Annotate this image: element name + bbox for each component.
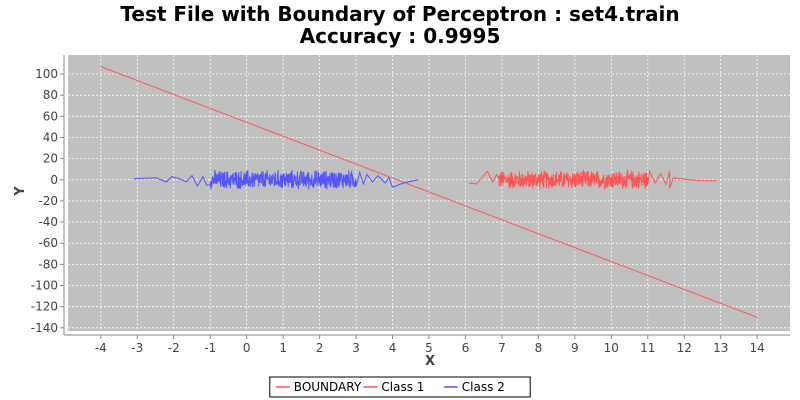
x-tick-label: 0 [243,341,251,355]
y-tick-label: -140 [31,321,58,335]
x-tick-label: 10 [604,341,619,355]
x-tick-label: 3 [352,341,360,355]
x-tick-label: 2 [316,341,324,355]
x-tick-label: 13 [713,341,728,355]
y-axis-label: Y [13,186,28,197]
y-tick-label: -40 [38,215,58,229]
x-tick-label: 9 [571,341,579,355]
x-tick-label: -4 [95,341,107,355]
y-tick-label: -100 [31,279,58,293]
y-tick-label: -20 [38,194,58,208]
legend-item-label: BOUNDARY [294,380,362,394]
y-tick-label: 40 [43,130,58,144]
x-tick-label: 6 [462,341,470,355]
y-tick-label: -60 [38,236,58,250]
legend-box [269,376,531,398]
legend-item-label: Class 1 [381,380,424,394]
y-tick-label: 0 [50,173,58,187]
x-tick-label: 5 [425,341,433,355]
y-axis-ticks: 100 80 60 40 20 0 -20 -40 -60 -80 -100 -120 -140 [31,67,64,335]
x-tick-label: 7 [498,341,506,355]
y-tick-label: 100 [35,67,58,81]
x-tick-label: 14 [750,341,765,355]
chart-title: Test File with Boundary of Perceptron : … [120,2,679,26]
x-tick-label: 8 [535,341,543,355]
y-tick-label: 20 [43,152,58,166]
axes [63,55,790,336]
legend-item-label: Class 2 [462,380,505,394]
y-tick-label: -80 [38,257,58,271]
x-tick-label: 4 [389,341,397,355]
y-tick-label: 80 [43,88,58,102]
y-tick-label: -120 [31,300,58,314]
y-tick-label: 60 [43,109,58,123]
series-class-1 [469,168,718,190]
chart-subtitle: Accuracy : 0.9995 [300,24,501,48]
x-tick-label: 12 [677,341,692,355]
x-axis-label: X [425,354,435,369]
x-axis-ticks: -4 -3 -2 -1 0 1 2 3 4 5 6 7 8 9 10 11 12 13 14 [95,335,765,355]
series-class-2 [133,169,419,190]
series-layer [100,66,758,318]
x-tick-label: -1 [204,341,216,355]
x-tick-label: 11 [640,341,655,355]
x-tick-label: 1 [279,341,287,355]
series-boundary [100,66,758,318]
x-tick-label: -2 [168,341,180,355]
grid-lines [68,55,790,331]
legend: BOUNDARY Class 1 Class 2 [269,376,531,398]
x-tick-label: -3 [131,341,143,355]
